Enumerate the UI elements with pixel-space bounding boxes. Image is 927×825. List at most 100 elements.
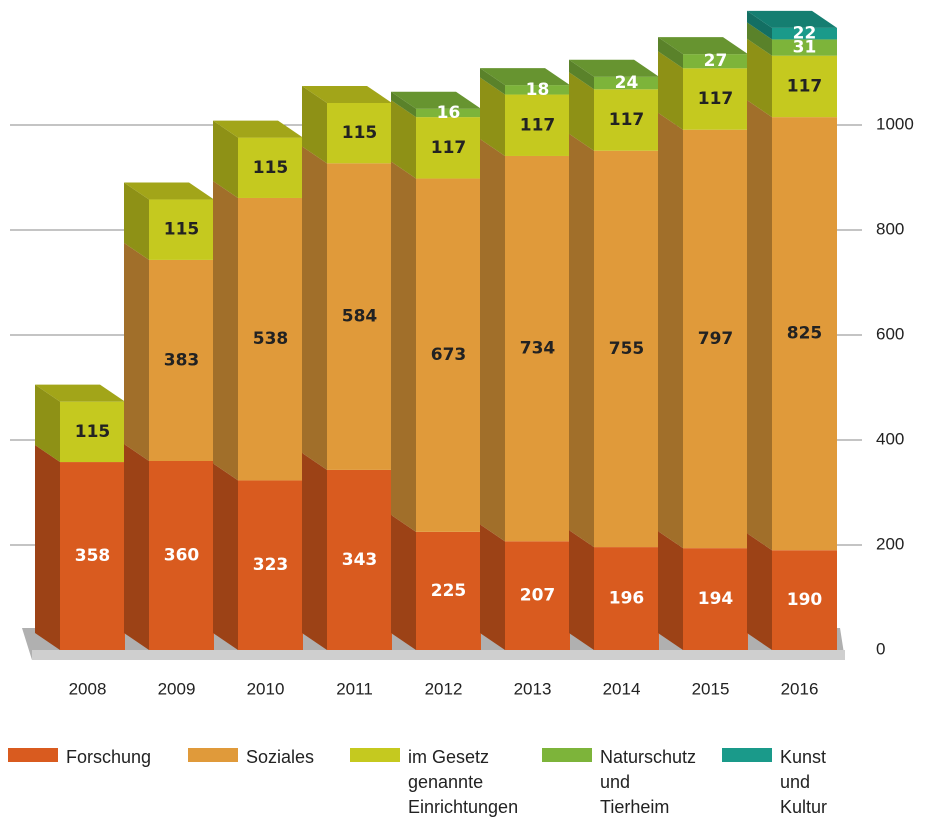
bar — [327, 163, 392, 470]
bar — [594, 150, 659, 548]
value-label: 825 — [787, 324, 823, 344]
x-tick-label: 2009 — [158, 679, 196, 698]
value-label: 734 — [520, 339, 556, 359]
y-tick-label: 1000 — [876, 114, 914, 133]
bar — [594, 89, 659, 151]
bar-side — [480, 524, 505, 650]
floor-front — [32, 650, 845, 660]
value-label: 797 — [698, 329, 734, 349]
bar — [60, 462, 125, 650]
bar-top — [391, 91, 481, 109]
bar-top — [658, 37, 748, 55]
bar — [772, 39, 837, 56]
bar-side — [747, 10, 772, 40]
bar — [772, 27, 837, 40]
bar-side — [124, 182, 149, 260]
bar — [327, 469, 392, 650]
bar-side — [124, 444, 149, 650]
x-tick-label: 2014 — [603, 679, 641, 698]
x-tick-label: 2010 — [247, 679, 285, 698]
value-label: 24 — [615, 73, 639, 93]
bar-top — [480, 68, 570, 86]
bar — [505, 85, 570, 95]
x-tick-label: 2016 — [781, 679, 819, 698]
value-label: 117 — [431, 138, 467, 158]
bar-top — [302, 85, 392, 103]
legend-swatch — [350, 748, 400, 762]
bar-side — [658, 531, 683, 650]
bar-top — [124, 182, 214, 200]
x-tick-label: 2012 — [425, 679, 463, 698]
value-label: 673 — [431, 345, 467, 365]
bar-side — [747, 100, 772, 551]
bar-top — [213, 120, 303, 138]
value-label: 115 — [75, 422, 111, 442]
value-label: 584 — [342, 307, 378, 327]
bar-side — [569, 133, 594, 548]
value-label: 117 — [609, 110, 645, 130]
y-tick-label: 200 — [876, 534, 904, 553]
bar — [238, 137, 303, 198]
value-label: 18 — [526, 80, 550, 100]
bar — [772, 117, 837, 551]
bar — [505, 94, 570, 156]
bar-side — [747, 533, 772, 650]
bar-side — [35, 445, 60, 650]
bar-side — [480, 77, 505, 156]
legend-swatch — [542, 748, 592, 762]
legend-swatch — [8, 748, 58, 762]
bar-side — [302, 146, 327, 470]
legend-label: Naturschutz und Tierheim — [600, 747, 697, 817]
bar — [683, 54, 748, 69]
bar — [416, 178, 481, 532]
value-label: 22 — [793, 24, 817, 44]
y-tick-label: 0 — [876, 639, 885, 658]
bar — [327, 102, 392, 164]
value-label: 16 — [437, 103, 461, 123]
bar-side — [658, 51, 683, 130]
bar-side — [213, 180, 238, 481]
legend-swatch — [722, 748, 772, 762]
bar — [416, 531, 481, 650]
value-label: 383 — [164, 350, 200, 370]
bar-side — [747, 38, 772, 118]
bar-side — [569, 530, 594, 650]
bar-side — [569, 59, 594, 90]
legend-label: im Gesetz genannte Einrichtungen — [408, 747, 519, 817]
bar — [238, 197, 303, 481]
value-label: 755 — [609, 339, 645, 359]
value-label: 196 — [609, 589, 645, 609]
value-label: 225 — [431, 581, 467, 601]
bar-side — [213, 120, 238, 198]
bar-side — [658, 112, 683, 549]
bar — [594, 547, 659, 650]
bar-side — [569, 72, 594, 151]
value-label: 343 — [342, 550, 378, 570]
value-label: 117 — [520, 115, 556, 135]
x-tick-label: 2013 — [514, 679, 552, 698]
bar — [238, 480, 303, 650]
bar — [683, 548, 748, 650]
bar-top — [569, 59, 659, 77]
bar — [60, 401, 125, 463]
legend-label: Soziales — [246, 747, 315, 767]
x-tick-label: 2011 — [336, 679, 373, 698]
x-tick-label: 2015 — [692, 679, 730, 698]
value-label: 115 — [253, 158, 289, 178]
bar-side — [391, 100, 416, 179]
value-label: 115 — [342, 123, 378, 143]
bar-side — [35, 384, 60, 463]
value-label: 31 — [793, 38, 817, 58]
bar — [772, 55, 837, 118]
bar-side — [480, 138, 505, 542]
bar-side — [747, 22, 772, 56]
bar — [416, 117, 481, 179]
bar-side — [302, 85, 327, 164]
bar-top — [35, 384, 125, 402]
bar — [149, 461, 214, 650]
value-label: 538 — [253, 329, 289, 349]
chart: 0 200 400 600 800 1000 2008 358 115 2009 360 383 115… — [10, 10, 914, 698]
bar — [505, 155, 570, 542]
bar — [149, 199, 214, 260]
